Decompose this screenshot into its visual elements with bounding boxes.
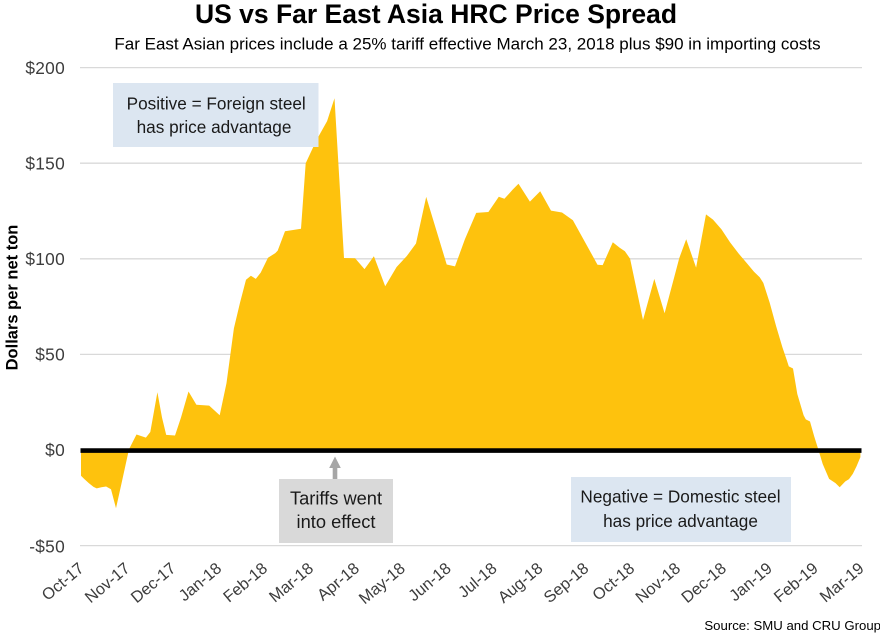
svg-text:-$50: -$50 [29, 536, 65, 556]
svg-text:$50: $50 [35, 345, 65, 365]
svg-text:into effect: into effect [297, 511, 376, 532]
svg-text:$0: $0 [45, 440, 65, 460]
svg-text:$150: $150 [25, 153, 65, 173]
svg-text:US vs Far East Asia HRC Price: US vs Far East Asia HRC Price Spread [195, 0, 677, 29]
svg-text:Tariffs went: Tariffs went [290, 488, 382, 509]
svg-text:$200: $200 [25, 58, 65, 78]
svg-text:Dollars per net ton: Dollars per net ton [4, 225, 22, 371]
svg-text:has price advantage: has price advantage [137, 117, 292, 137]
svg-text:Negative = Domestic steel: Negative = Domestic steel [580, 487, 780, 507]
svg-text:Far East Asian prices include: Far East Asian prices include a 25% tari… [114, 34, 820, 53]
svg-text:has price advantage: has price advantage [603, 511, 758, 531]
svg-text:Positive = Foreign steel: Positive = Foreign steel [127, 94, 306, 114]
svg-text:Source: SMU and CRU Group: Source: SMU and CRU Group [704, 618, 880, 633]
svg-text:$100: $100 [25, 249, 65, 269]
